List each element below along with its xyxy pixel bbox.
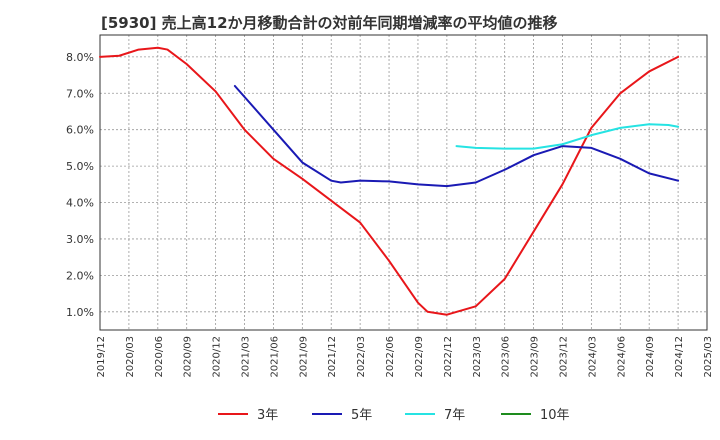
series-line xyxy=(99,46,680,316)
legend-label: 5年 xyxy=(351,408,372,423)
x-tick-label: 2022/09 xyxy=(414,336,425,378)
x-tick-label: 2021/06 xyxy=(269,336,280,378)
y-tick-label: 8.0% xyxy=(66,51,94,64)
x-tick-label: 2020/12 xyxy=(212,336,223,378)
x-tick-label: 2025/03 xyxy=(703,336,714,378)
x-tick-label: 2023/12 xyxy=(558,336,569,378)
x-tick-label: 2019/12 xyxy=(96,336,107,378)
x-tick-label: 2024/03 xyxy=(587,336,598,378)
y-tick-label: 7.0% xyxy=(66,87,94,100)
x-tick-label: 2024/12 xyxy=(674,336,685,378)
legend-label: 10年 xyxy=(540,408,570,423)
chart-title: [5930] 売上高12か月移動合計の対前年同期増減率の平均値の推移 xyxy=(101,14,558,32)
x-tick-label: 2022/12 xyxy=(443,336,454,378)
series-line xyxy=(233,84,680,188)
x-tick-label: 2020/06 xyxy=(154,336,165,378)
x-tick-label: 2023/03 xyxy=(472,336,483,378)
x-tick-label: 2020/03 xyxy=(125,336,136,378)
x-tick-label: 2024/09 xyxy=(645,336,656,378)
x-tick-label: 2023/09 xyxy=(530,336,541,378)
y-tick-label: 6.0% xyxy=(66,124,94,137)
x-tick-label: 2020/09 xyxy=(183,336,194,378)
x-tick-label: 2022/06 xyxy=(385,336,396,378)
y-tick-label: 3.0% xyxy=(66,233,94,246)
x-tick-label: 2021/03 xyxy=(241,336,252,378)
x-tick-label: 2021/09 xyxy=(298,336,309,378)
legend-label: 3年 xyxy=(257,408,278,423)
y-tick-label: 2.0% xyxy=(66,269,94,282)
x-tick-label: 2023/06 xyxy=(501,336,512,378)
y-tick-label: 4.0% xyxy=(66,197,94,210)
x-tick-label: 2022/03 xyxy=(356,336,367,378)
x-tick-label: 2021/12 xyxy=(327,336,338,378)
x-tick-label: 2024/06 xyxy=(616,336,627,378)
plot-area xyxy=(99,34,708,331)
series-line xyxy=(455,123,680,150)
y-tick-label: 1.0% xyxy=(66,306,94,319)
legend-label: 7年 xyxy=(444,408,465,423)
y-tick-label: 5.0% xyxy=(66,160,94,173)
